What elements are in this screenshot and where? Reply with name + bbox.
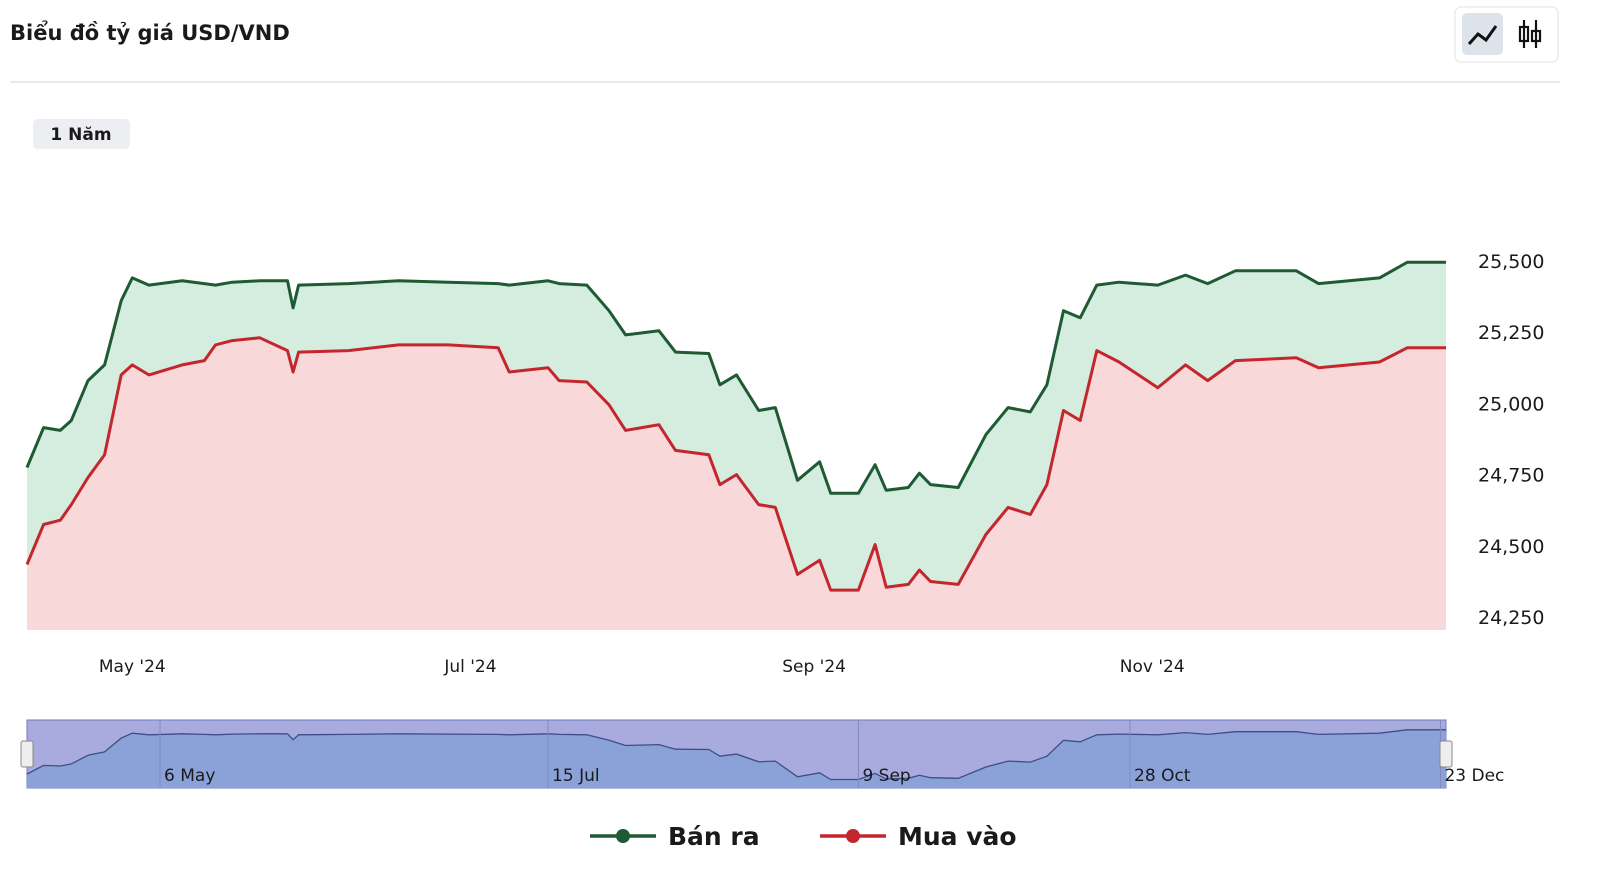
navigator-line [26, 729, 1446, 781]
y-tick-label: 25,500 [1478, 251, 1544, 273]
legend-dot [616, 829, 630, 843]
line-view-button[interactable] [1462, 13, 1503, 55]
x-tick-label: May '24 [99, 657, 166, 677]
navigator-handle [20, 740, 34, 768]
navigator-area [27, 729, 1446, 788]
navigator-tick-label: 23 Dec [1444, 766, 1504, 786]
x-tick-label: Nov '24 [1120, 657, 1185, 677]
navigator-tick-label: 15 Jul [552, 766, 600, 786]
y-tick-label: 25,000 [1478, 393, 1544, 415]
band-area [27, 262, 1446, 591]
range-button[interactable] [33, 119, 130, 149]
series-line [25, 260, 1446, 495]
lower-area [27, 337, 1446, 630]
chart-title: Biểu đồ tỷ giá USD/VND [10, 20, 290, 45]
x-tick-label: Sep '24 [782, 657, 846, 677]
navigator-tick-label: 6 May [164, 766, 215, 786]
x-tick-label: Jul '24 [443, 657, 496, 677]
navigator-handle [1439, 740, 1453, 768]
legend-label: Mua vào [898, 822, 1017, 851]
legend-label: Bán ra [668, 822, 760, 851]
y-tick-label: 24,250 [1478, 607, 1544, 629]
navigator-tick-label: 28 Oct [1134, 766, 1191, 786]
y-tick-label: 24,750 [1478, 465, 1544, 487]
line-icon [1467, 25, 1498, 46]
series-line [25, 336, 1446, 592]
y-tick-label: 24,500 [1478, 536, 1544, 558]
navigator-tick-label: 9 Sep [862, 766, 910, 786]
candle-view-button[interactable] [1518, 20, 1542, 48]
y-tick-label: 25,250 [1478, 322, 1544, 344]
legend-dot [846, 829, 860, 843]
range-button-label: 1 Năm [50, 125, 111, 145]
